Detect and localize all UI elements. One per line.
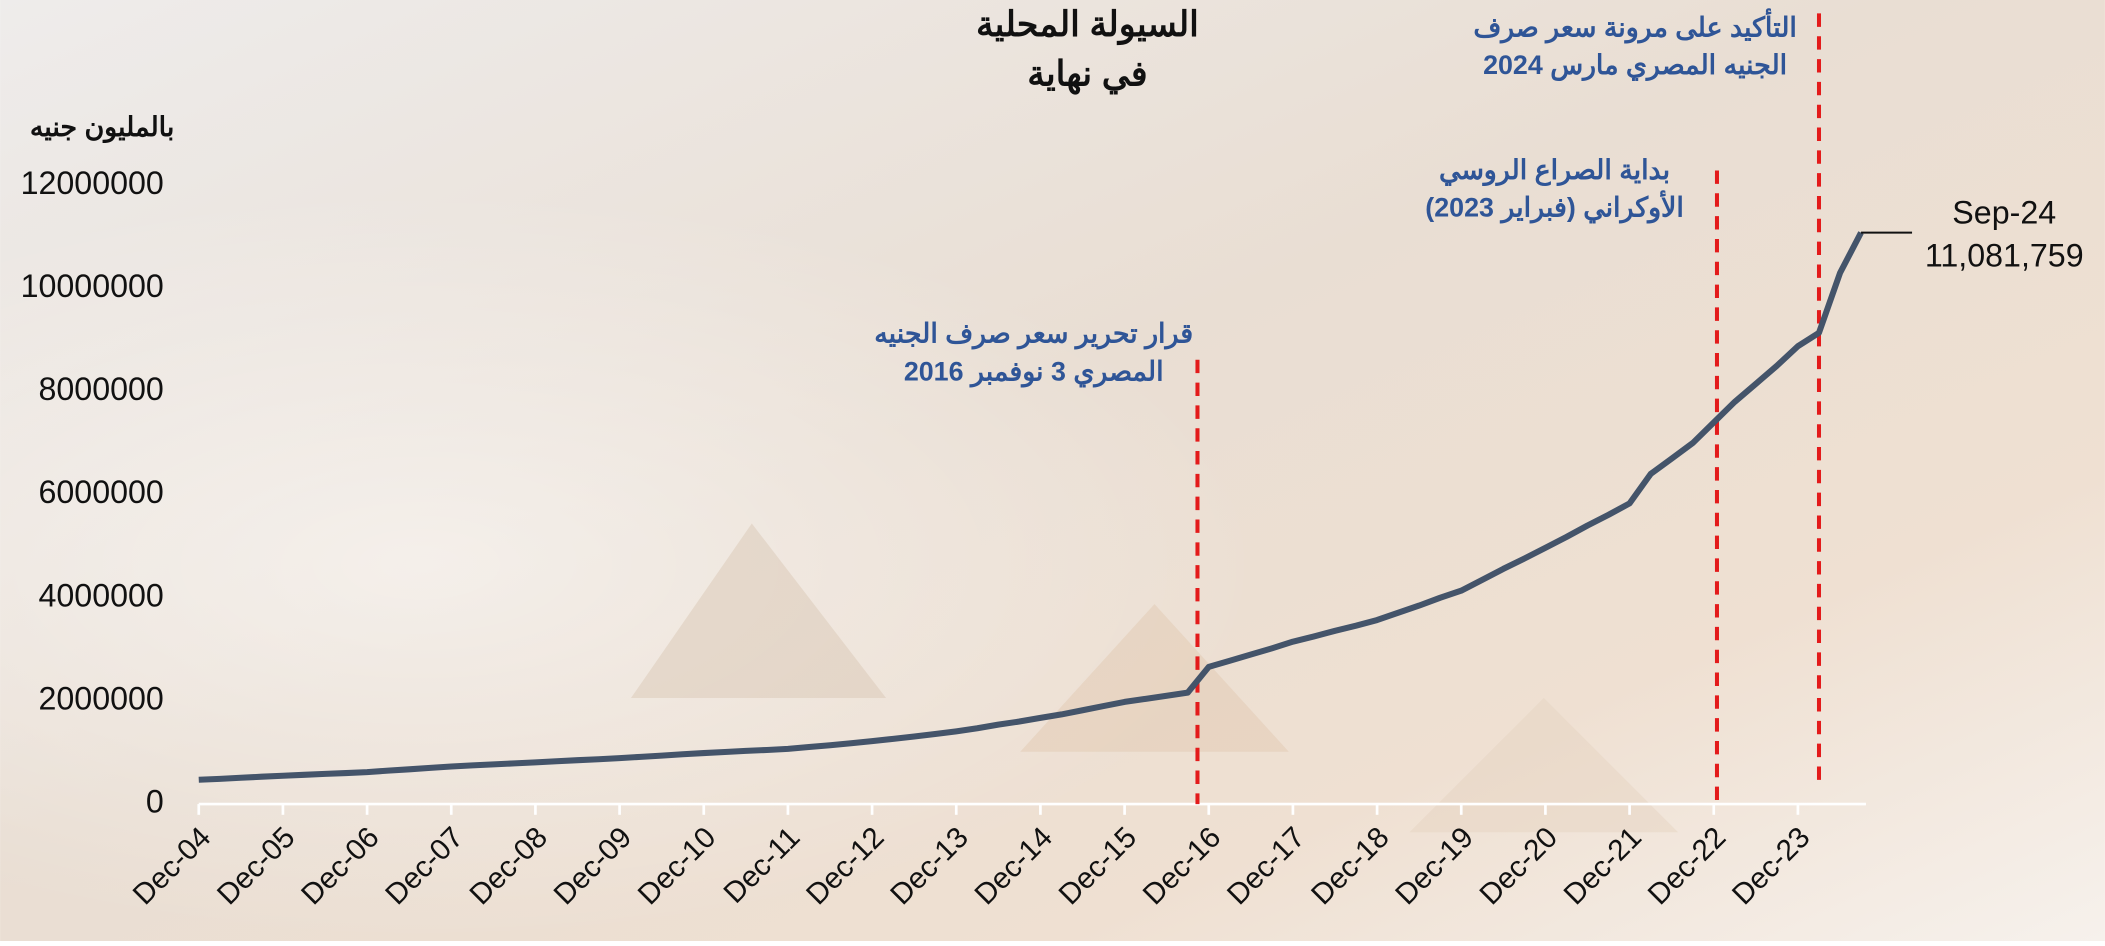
y-tick-label: 8000000	[38, 371, 163, 407]
y-tick-label: 2000000	[38, 680, 163, 716]
annotation: المصري 3 نوفمبر 2016	[904, 356, 1164, 388]
decor	[630, 523, 887, 699]
data-label: 11,081,759	[1925, 237, 2084, 273]
y-tick-label: 6000000	[38, 474, 163, 510]
y-axis-label: بالمليون جنيه	[30, 112, 174, 144]
y-tick-label: 12000000	[21, 165, 164, 201]
y-tick-label: 10000000	[21, 268, 164, 304]
callout-category: Sep-24	[1952, 194, 2056, 230]
chart-title: في نهاية	[1027, 55, 1147, 96]
decor	[1409, 698, 1679, 833]
data-line	[198, 231, 1864, 783]
y-tick-label: 4000000	[38, 577, 163, 613]
annotation: الأوكراني (فبراير 2023)	[1425, 191, 1683, 225]
annotation: قرار تحرير سعر صرف الجنيه	[874, 319, 1193, 351]
chart-title: السيولة المحلية	[976, 5, 1199, 46]
decor	[1020, 604, 1289, 752]
y-tick-label: 0	[146, 784, 164, 820]
annotation: بداية الصراع الروسي	[1439, 155, 1670, 187]
annotation: التأكيد على مرونة سعر صرف	[1473, 9, 1797, 45]
annotation: الجنيه المصري مارس 2024	[1483, 50, 1787, 82]
